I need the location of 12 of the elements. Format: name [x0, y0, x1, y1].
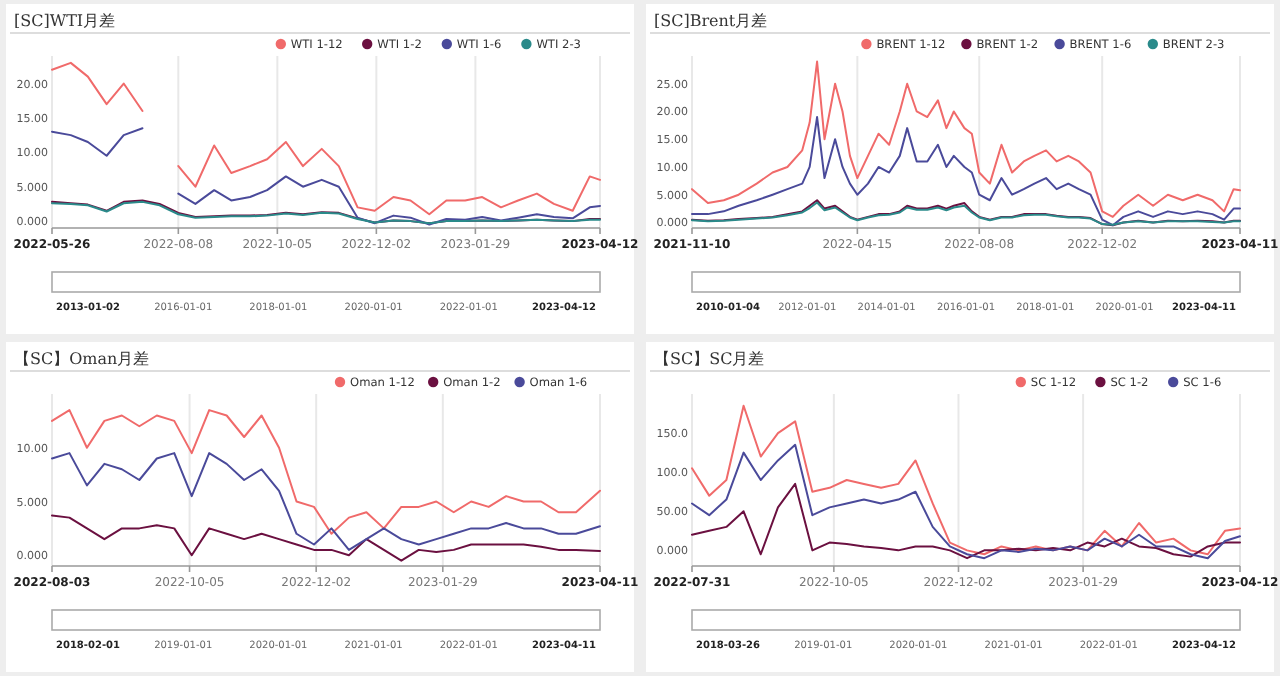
chart-title: [SC]Brent月差	[654, 12, 768, 30]
line-series	[691, 482, 1241, 560]
line-series	[691, 404, 1241, 556]
chart-title: 【SC】Oman月差	[14, 350, 150, 368]
line-series	[691, 60, 1241, 218]
chart-title: 【SC】SC月差	[654, 350, 765, 368]
line-series	[51, 514, 601, 562]
line-series	[51, 409, 601, 535]
line-series	[691, 116, 1241, 227]
line-series	[51, 452, 601, 551]
line-series	[691, 443, 1241, 560]
chart-title: [SC]WTI月差	[14, 12, 116, 30]
